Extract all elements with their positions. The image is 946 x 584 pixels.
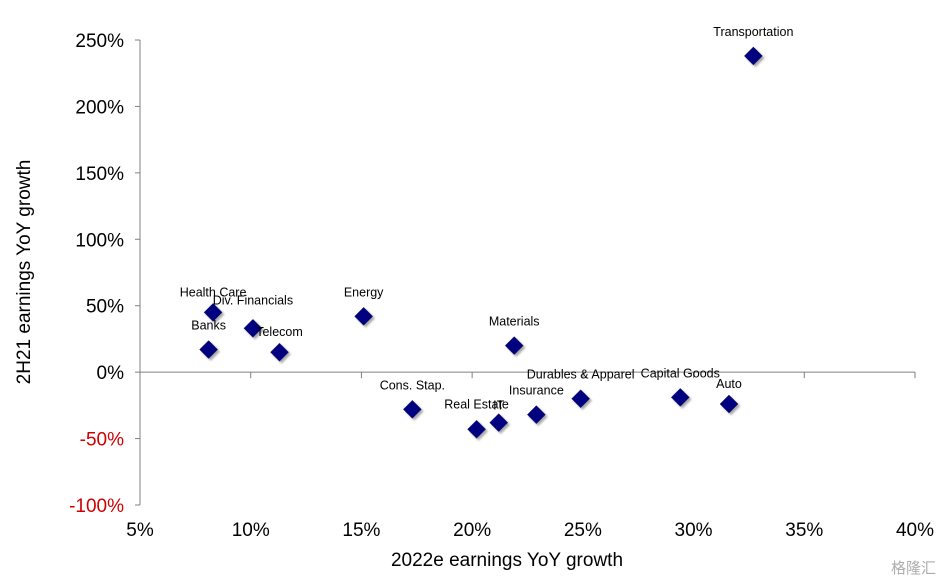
x-axis-title: 2022e earnings YoY growth bbox=[391, 550, 623, 571]
y-tick-label: -100% bbox=[69, 496, 124, 517]
x-tick-label: 15% bbox=[342, 520, 380, 541]
x-tick-label: 25% bbox=[564, 520, 602, 541]
axes bbox=[135, 39, 916, 506]
data-point-marker bbox=[504, 336, 524, 355]
x-tick-label: 20% bbox=[453, 520, 491, 541]
x-tick-label: 10% bbox=[232, 520, 270, 541]
data-point-marker bbox=[527, 405, 546, 425]
data-point-label: Health Care bbox=[180, 285, 247, 299]
data-point-marker bbox=[243, 318, 263, 338]
data-point-label: Capital Goods bbox=[641, 366, 720, 380]
data-point-marker bbox=[270, 342, 289, 362]
data-point-marker bbox=[403, 399, 422, 419]
data-point-marker bbox=[670, 388, 690, 407]
y-tick-label: 50% bbox=[86, 297, 124, 318]
data-point-marker bbox=[719, 394, 739, 414]
x-tick-label: 35% bbox=[785, 520, 823, 541]
y-tick-label: 200% bbox=[75, 97, 124, 118]
watermark-logo: 格隆汇 bbox=[890, 559, 936, 577]
data-point-marker bbox=[199, 340, 218, 359]
tick-labels: 250% 200% 150% 100% 50% 0% -50% -100%5% 10% 15% 20… bbox=[69, 31, 934, 541]
data-point-label: Energy bbox=[344, 285, 384, 299]
y-tick-label: 0% bbox=[97, 363, 125, 384]
data-point-marker bbox=[354, 306, 373, 326]
y-axis-title: 2H21 earnings YoY growth bbox=[14, 160, 35, 385]
y-tick-label: 150% bbox=[75, 164, 124, 185]
data-point-label: Banks bbox=[191, 319, 226, 333]
data-point-label: IT bbox=[493, 399, 504, 413]
data-point-label: Insurance bbox=[509, 384, 564, 398]
data-point-label: Durables & Apparel bbox=[527, 368, 635, 382]
x-tick-label: 40% bbox=[896, 520, 934, 541]
data-point-label: Materials bbox=[489, 315, 540, 329]
data-point-label: Real Estate bbox=[444, 397, 509, 411]
data-point-marker bbox=[744, 46, 763, 66]
data-point-marker bbox=[203, 303, 223, 322]
data-point-marker bbox=[489, 413, 509, 432]
data-point-label: Transportation bbox=[713, 25, 793, 39]
data-points bbox=[199, 46, 763, 439]
data-point-marker bbox=[467, 419, 486, 439]
x-tick-label: 5% bbox=[126, 520, 154, 541]
data-point-label: Div. Financials bbox=[213, 293, 293, 307]
y-tick-label: -50% bbox=[80, 430, 124, 451]
y-tick-label: 250% bbox=[75, 31, 124, 52]
data-point-label: Auto bbox=[716, 377, 742, 391]
data-point-label: Cons. Stap. bbox=[380, 378, 445, 392]
y-tick-label: 100% bbox=[75, 230, 124, 251]
data-point-marker bbox=[571, 389, 590, 409]
data-point-label: Telecom bbox=[256, 325, 303, 339]
x-tick-label: 30% bbox=[675, 520, 713, 541]
